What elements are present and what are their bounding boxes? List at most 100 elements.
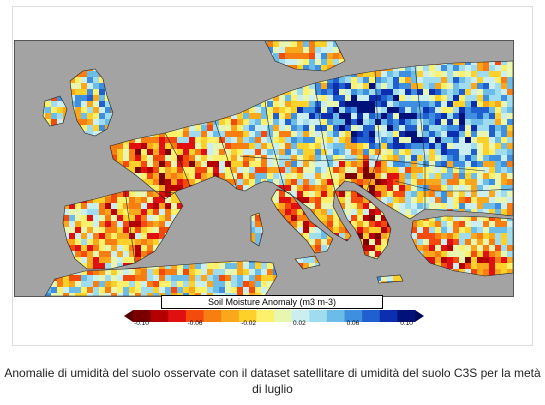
anomaly-cell	[363, 179, 370, 186]
anomaly-cell	[261, 281, 268, 288]
anomaly-cell	[369, 233, 376, 240]
anomaly-cell	[141, 221, 148, 228]
anomaly-cell	[507, 209, 513, 216]
anomaly-cell	[219, 143, 226, 150]
anomaly-cell	[51, 107, 58, 114]
anomaly-cell	[177, 161, 184, 168]
anomaly-cell	[393, 275, 400, 282]
anomaly-cell	[465, 191, 472, 198]
anomaly-cell	[195, 179, 202, 186]
anomaly-cell	[441, 227, 448, 234]
anomaly-cell	[207, 131, 214, 138]
anomaly-cell	[51, 119, 58, 126]
anomaly-cell	[339, 173, 346, 180]
anomaly-cell	[351, 155, 358, 162]
anomaly-cell	[183, 125, 190, 132]
anomaly-cell	[405, 197, 412, 204]
anomaly-cell	[267, 113, 274, 120]
anomaly-cell	[291, 137, 298, 144]
anomaly-cell	[117, 143, 124, 150]
anomaly-cell	[411, 173, 418, 180]
anomaly-cell	[351, 137, 358, 144]
anomaly-cell	[315, 95, 322, 102]
anomaly-cell	[261, 167, 268, 174]
anomaly-cell	[243, 131, 250, 138]
anomaly-cell	[147, 179, 154, 186]
anomaly-cell	[171, 131, 178, 138]
anomaly-cell	[315, 173, 322, 180]
anomaly-cell	[63, 221, 70, 228]
anomaly-cell	[75, 113, 82, 120]
anomaly-cell	[129, 287, 136, 294]
anomaly-cell	[465, 131, 472, 138]
anomaly-cell	[321, 137, 328, 144]
anomaly-cell	[375, 239, 382, 246]
anomaly-cell	[171, 287, 178, 294]
anomaly-cell	[225, 143, 232, 150]
anomaly-cell	[471, 257, 478, 264]
anomaly-cell	[459, 263, 466, 270]
anomaly-cell	[339, 95, 346, 102]
anomaly-cell	[411, 221, 418, 228]
anomaly-cell	[129, 167, 136, 174]
anomaly-cell	[147, 149, 154, 156]
anomaly-cell	[351, 215, 358, 222]
anomaly-cell	[75, 221, 82, 228]
anomaly-cell	[63, 107, 70, 114]
anomaly-cell	[471, 101, 478, 108]
anomaly-cell	[405, 89, 412, 96]
anomaly-cell	[393, 137, 400, 144]
anomaly-cell	[93, 251, 100, 258]
anomaly-cell	[339, 233, 346, 240]
anomaly-cell	[483, 227, 490, 234]
anomaly-cell	[213, 131, 220, 138]
anomaly-cell	[471, 203, 478, 210]
anomaly-cell	[363, 155, 370, 162]
anomaly-cell	[249, 167, 256, 174]
anomaly-cell	[309, 179, 316, 186]
anomaly-cell	[321, 53, 328, 60]
anomaly-cell	[411, 227, 418, 234]
anomaly-cell	[429, 137, 436, 144]
anomaly-cell	[405, 191, 412, 198]
anomaly-cell	[135, 233, 142, 240]
anomaly-cell	[405, 167, 412, 174]
anomaly-cell	[129, 293, 136, 296]
anomaly-cell	[237, 119, 244, 126]
anomaly-cell	[339, 149, 346, 156]
anomaly-cell	[447, 71, 454, 78]
anomaly-cell	[489, 107, 496, 114]
anomaly-cell	[93, 203, 100, 210]
anomaly-cell	[231, 269, 238, 276]
anomaly-cell	[303, 107, 310, 114]
anomaly-cell	[465, 101, 472, 108]
anomaly-cell	[213, 287, 220, 294]
anomaly-cell	[339, 119, 346, 126]
anomaly-cell	[219, 167, 226, 174]
anomaly-cell	[459, 227, 466, 234]
anomaly-cell	[135, 191, 142, 198]
anomaly-cell	[147, 269, 154, 276]
anomaly-cell	[93, 269, 100, 276]
anomaly-cell	[135, 143, 142, 150]
anomaly-cell	[249, 125, 256, 132]
anomaly-cell	[321, 179, 328, 186]
anomaly-cell	[291, 215, 298, 222]
anomaly-cell	[375, 155, 382, 162]
anomaly-cell	[147, 227, 154, 234]
anomaly-cell	[477, 203, 484, 210]
anomaly-cell	[459, 185, 466, 192]
anomaly-cell	[249, 119, 256, 126]
anomaly-cell	[333, 77, 340, 84]
anomaly-cell	[105, 203, 112, 210]
anomaly-cell	[375, 107, 382, 114]
anomaly-cell	[381, 227, 388, 234]
anomaly-cell	[399, 89, 406, 96]
anomaly-cell	[87, 239, 94, 246]
anomaly-cell	[477, 131, 484, 138]
anomaly-cell	[135, 215, 142, 222]
anomaly-cell	[87, 203, 94, 210]
anomaly-cell	[105, 251, 112, 258]
anomaly-cell	[111, 191, 118, 198]
anomaly-cell	[273, 167, 280, 174]
